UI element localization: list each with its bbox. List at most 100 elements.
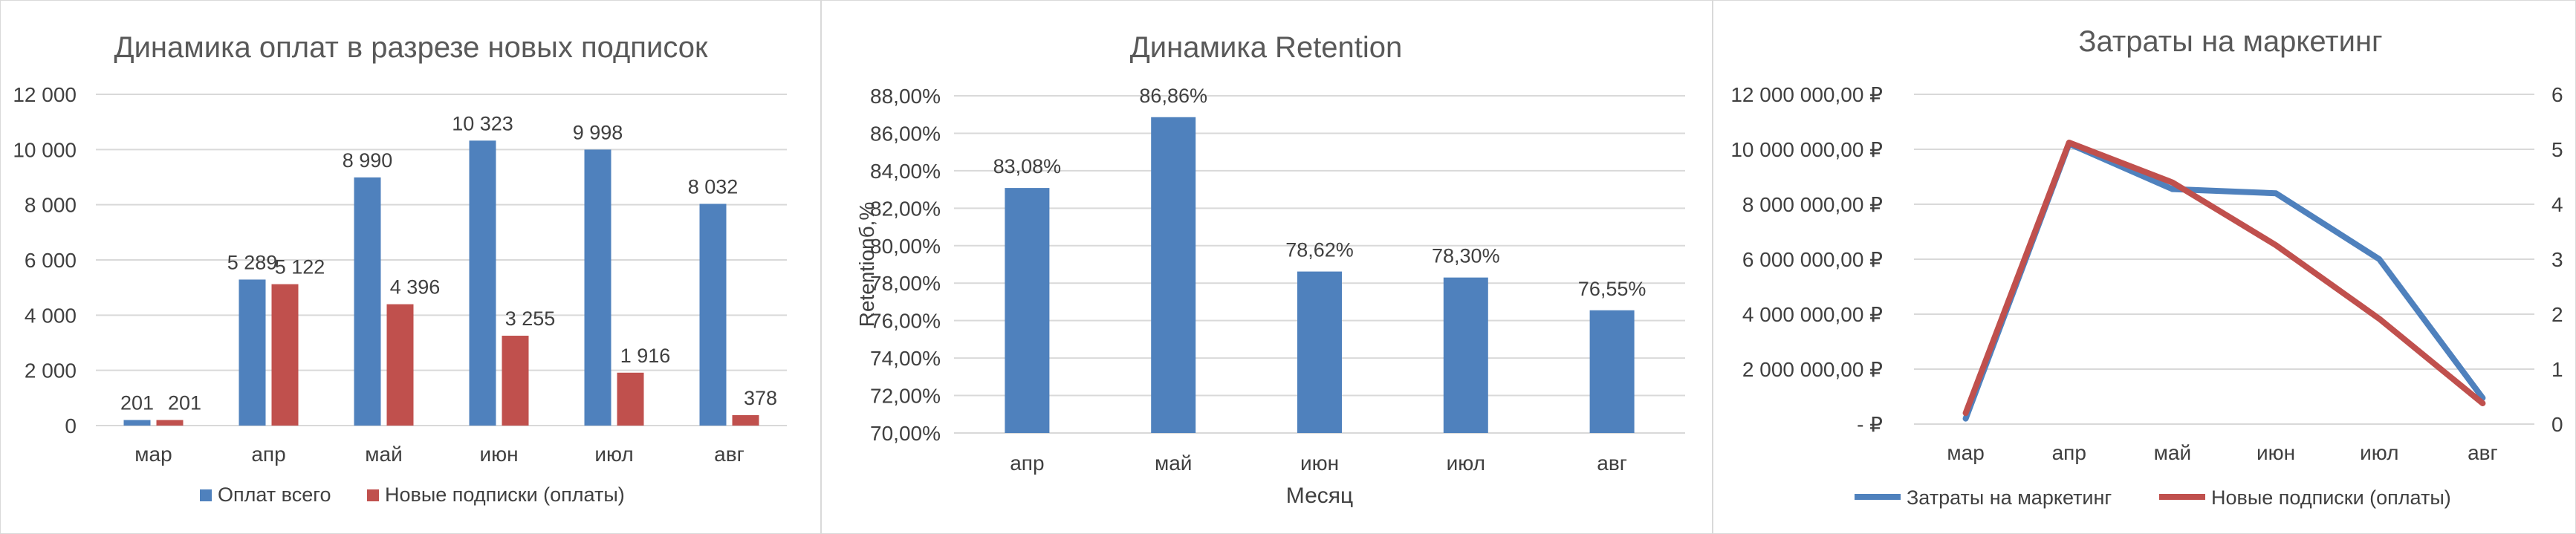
y-tick-label: 84,00% — [870, 160, 941, 183]
y-tick-label: 4 000 — [25, 304, 77, 327]
data-label: 76,55% — [1578, 278, 1647, 300]
bar — [354, 177, 381, 426]
y-tick-label: 78,00% — [870, 272, 941, 295]
y-tick-label: 76,00% — [870, 310, 941, 333]
y2-tick-label: 5 — [2551, 138, 2563, 161]
legend-swatch — [200, 489, 212, 501]
x-tick-label: май — [1155, 452, 1192, 475]
y-tick-label: 10 000 — [13, 138, 77, 161]
y-tick-label: 2 000 000,00 ₽ — [1742, 358, 1883, 381]
marketing-line-chart: Затраты на маркетинг - ₽ 2 000 000,00 ₽ 4 0… — [1730, 25, 2563, 509]
bar — [1297, 271, 1342, 433]
y-tick-label: 6 000 — [25, 249, 77, 272]
x-tick-label: май — [2154, 441, 2191, 464]
series-line — [1962, 140, 2486, 422]
data-label: 8 032 — [688, 175, 739, 198]
data-label: 3 255 — [505, 307, 556, 330]
y-tick-label: 8 000 — [25, 194, 77, 217]
bar — [156, 420, 184, 426]
y2-tick-label: 6 — [2551, 83, 2563, 106]
y-tick-label: 74,00% — [870, 347, 941, 370]
bar — [1005, 188, 1050, 434]
chart-title: Затраты на маркетинг — [2078, 25, 2382, 58]
bar — [271, 284, 299, 426]
bar — [617, 372, 644, 426]
x-tick-label: авг — [714, 443, 744, 466]
x-tick-label: июл — [594, 443, 633, 466]
bar — [1589, 310, 1635, 433]
y-axis-label: Retentionб,% — [855, 202, 878, 328]
y-tick-label: - ₽ — [1857, 413, 1883, 436]
x-tick-label: июл — [2360, 441, 2398, 464]
y-tick-label: 72,00% — [870, 385, 941, 408]
legend-label: Оплат всего — [218, 483, 331, 506]
chart-marketing-panel[interactable]: Затраты на маркетинг - ₽ 2 000 000,00 ₽ 4 0… — [1713, 0, 2576, 534]
x-axis-label: Месяц — [1286, 483, 1353, 508]
bar — [584, 149, 611, 426]
bar — [502, 336, 529, 426]
data-label: 201 — [120, 392, 154, 414]
data-label: 1 916 — [620, 345, 671, 367]
bar — [1151, 117, 1196, 433]
data-label: 86,86% — [1139, 85, 1207, 107]
y-tick-label: 88,00% — [870, 85, 941, 108]
data-label: 5 289 — [227, 251, 278, 273]
data-label: 378 — [744, 387, 777, 409]
x-tick-label: май — [365, 443, 402, 466]
x-tick-label: апр — [1010, 452, 1044, 475]
data-label: 4 396 — [390, 276, 441, 299]
x-tick-label: июл — [1447, 452, 1485, 475]
x-tick-label: июн — [2257, 441, 2295, 464]
chart-payments-panel[interactable]: Динамика оплат в разрезе новых подписок 0… — [0, 0, 821, 534]
y-tick-label: 4 000 000,00 ₽ — [1742, 303, 1883, 326]
legend-swatch — [367, 489, 379, 501]
data-label: 78,62% — [1285, 239, 1354, 261]
y-tick-label: 6 000 000,00 ₽ — [1742, 248, 1883, 271]
y-tick-label: 2 000 — [25, 359, 77, 382]
y2-tick-label: 3 — [2551, 248, 2563, 271]
bar — [386, 304, 414, 426]
legend-label: Затраты на маркетинг — [1907, 486, 2112, 509]
x-tick-label: апр — [251, 443, 285, 466]
y2-tick-label: 1 — [2551, 358, 2563, 381]
series-line — [1962, 139, 2486, 417]
data-label: 5 122 — [275, 256, 325, 279]
data-label: 8 990 — [343, 149, 393, 172]
data-label: 10 323 — [452, 112, 513, 134]
bar — [732, 414, 759, 426]
bar — [699, 203, 727, 426]
x-tick-label: июн — [479, 443, 518, 466]
legend-label: Новые подписки (оплаты) — [2211, 486, 2451, 509]
retention-bar-chart: Динамика Retention 70,00% 72,00% 74,00% 76,0… — [855, 31, 1685, 508]
bar — [123, 420, 151, 426]
x-tick-label: июн — [1300, 452, 1339, 475]
y-tick-label: 12 000 000,00 ₽ — [1730, 83, 1883, 106]
y-tick-label: 82,00% — [870, 197, 941, 220]
y-tick-label: 70,00% — [870, 422, 941, 445]
x-tick-label: авг — [2468, 441, 2498, 464]
data-label: 9 998 — [573, 121, 623, 143]
y-tick-label: 0 — [65, 414, 77, 437]
bar — [239, 279, 266, 426]
x-tick-label: авг — [1597, 452, 1627, 475]
chart-title: Динамика оплат в разрезе новых подписок — [114, 31, 708, 64]
y-tick-label: 12 000 — [13, 83, 77, 106]
chart-title: Динамика Retention — [1130, 31, 1403, 64]
data-label: 201 — [168, 392, 201, 414]
x-tick-label: мар — [1947, 441, 1984, 464]
y2-tick-label: 2 — [2551, 303, 2563, 326]
x-tick-label: мар — [134, 443, 172, 466]
y-tick-label: 10 000 000,00 ₽ — [1730, 138, 1883, 161]
y2-tick-label: 0 — [2551, 413, 2563, 436]
y-tick-label: 8 000 000,00 ₽ — [1742, 193, 1883, 216]
data-label: 78,30% — [1432, 245, 1500, 267]
x-tick-label: апр — [2052, 441, 2086, 464]
data-label: 83,08% — [993, 155, 1062, 178]
bar — [469, 140, 496, 426]
y-tick-label: 80,00% — [870, 235, 941, 258]
y2-tick-label: 4 — [2551, 193, 2563, 216]
bar — [1443, 277, 1488, 433]
chart-retention-panel[interactable]: Динамика Retention 70,00% 72,00% 74,00% 76,0… — [821, 0, 1713, 534]
legend-label: Новые подписки (оплаты) — [385, 483, 625, 506]
payments-bar-chart: Динамика оплат в разрезе новых подписок 0… — [13, 31, 787, 506]
